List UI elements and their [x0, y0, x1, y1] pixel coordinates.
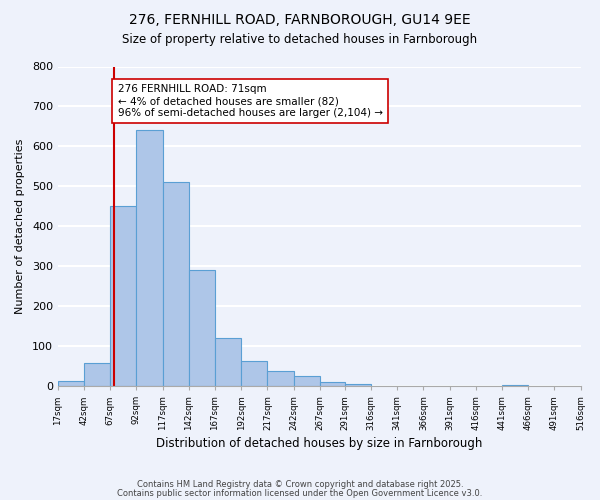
Text: Size of property relative to detached houses in Farnborough: Size of property relative to detached ho…: [122, 32, 478, 46]
Bar: [163, 182, 189, 386]
Bar: [189, 270, 215, 386]
Bar: [268, 372, 293, 386]
Bar: [345, 384, 371, 386]
Text: Contains HM Land Registry data © Crown copyright and database right 2025.: Contains HM Land Registry data © Crown c…: [137, 480, 463, 489]
Bar: [84, 364, 110, 386]
Text: 276, FERNHILL ROAD, FARNBOROUGH, GU14 9EE: 276, FERNHILL ROAD, FARNBOROUGH, GU14 9E…: [129, 12, 471, 26]
Bar: [241, 362, 268, 386]
Bar: [293, 376, 320, 386]
Bar: [320, 382, 345, 386]
X-axis label: Distribution of detached houses by size in Farnborough: Distribution of detached houses by size …: [156, 437, 482, 450]
Y-axis label: Number of detached properties: Number of detached properties: [15, 138, 25, 314]
Bar: [110, 206, 136, 386]
Text: 276 FERNHILL ROAD: 71sqm
← 4% of detached houses are smaller (82)
96% of semi-de: 276 FERNHILL ROAD: 71sqm ← 4% of detache…: [118, 84, 383, 117]
Bar: [58, 382, 84, 386]
Text: Contains public sector information licensed under the Open Government Licence v3: Contains public sector information licen…: [118, 489, 482, 498]
Bar: [215, 338, 241, 386]
Bar: [136, 130, 163, 386]
